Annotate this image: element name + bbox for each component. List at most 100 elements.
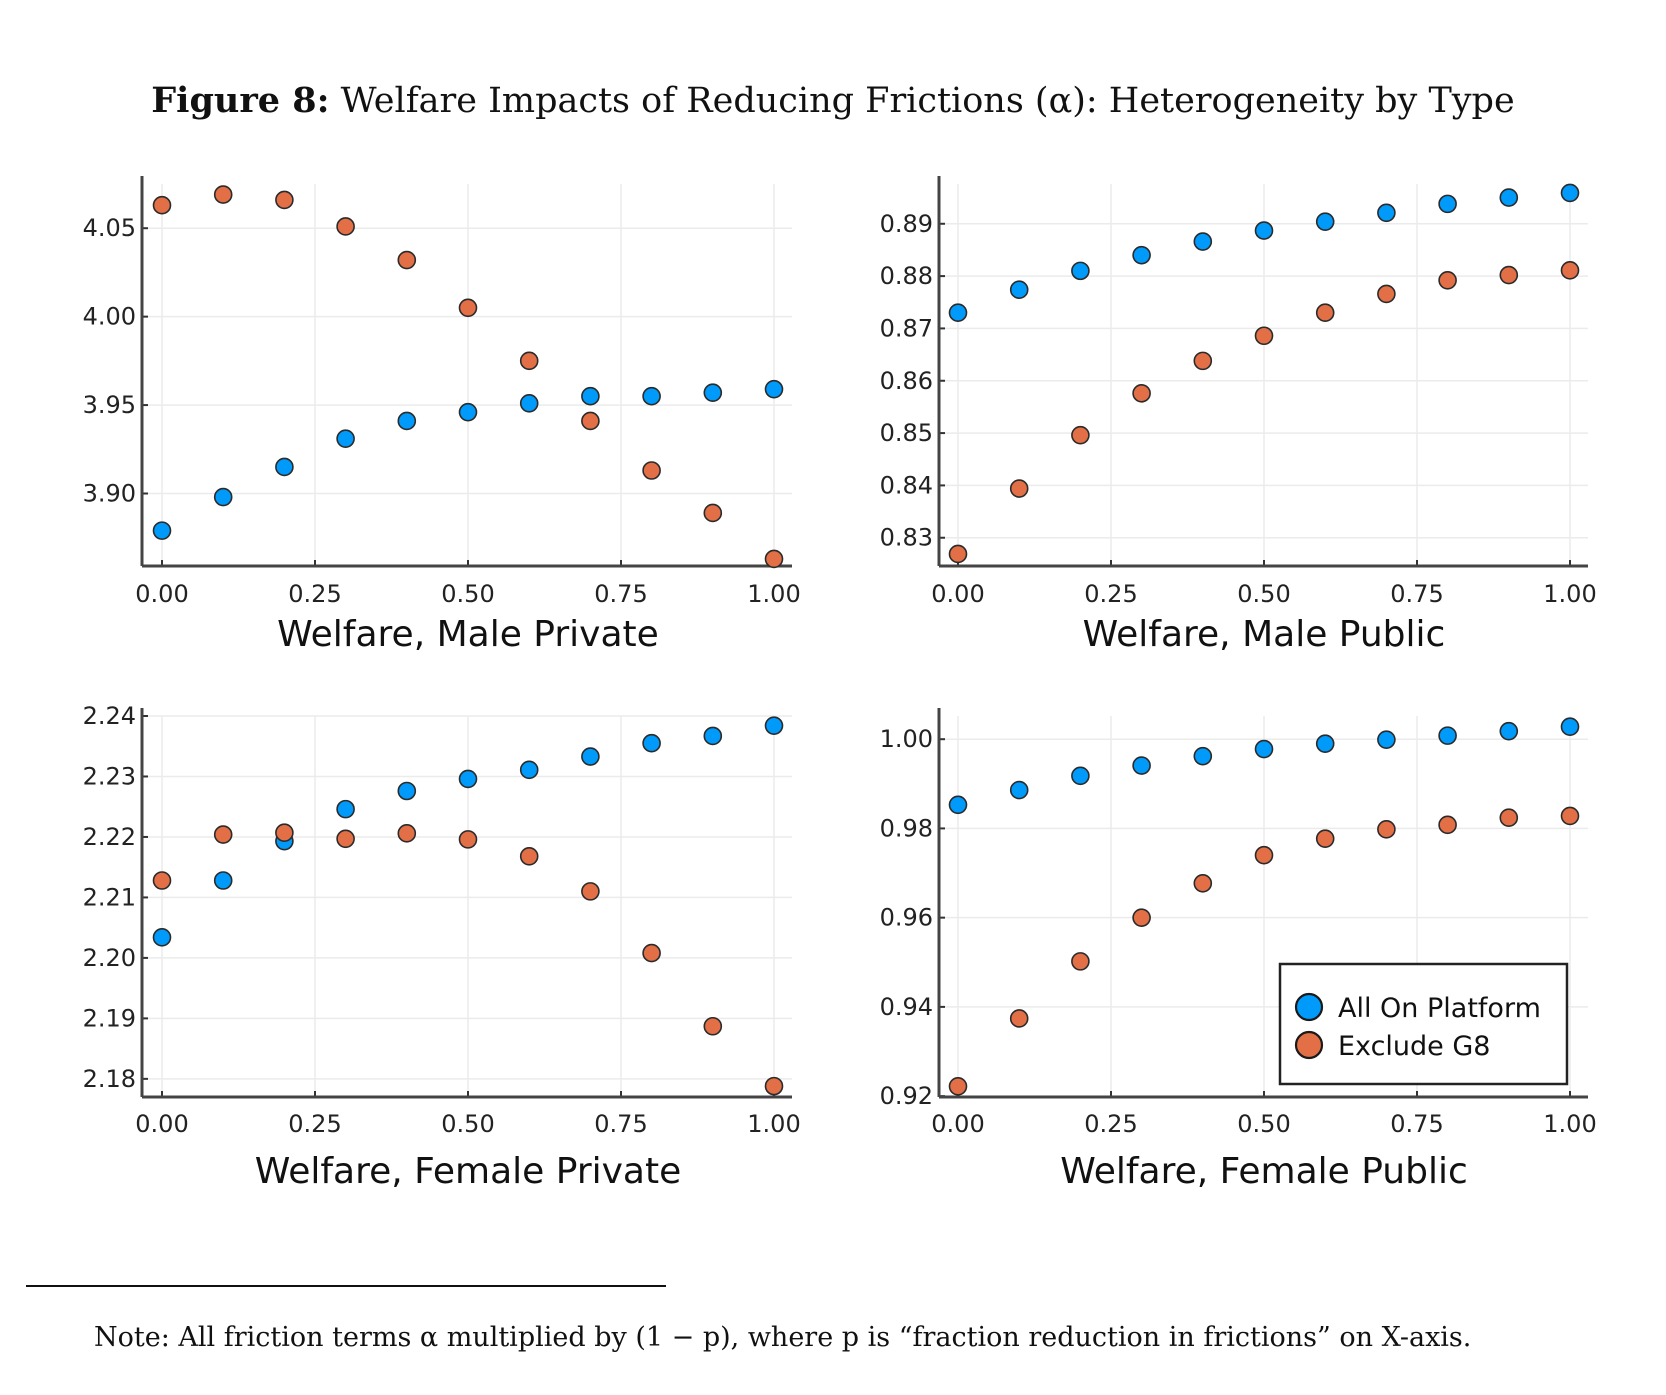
data-point-all-on-platform xyxy=(275,457,294,477)
figure-title-text: Welfare Impacts of Reducing Frictions (α… xyxy=(340,81,1515,121)
data-point-exclude-g8 xyxy=(764,549,784,569)
data-point-all-on-platform xyxy=(1438,726,1457,745)
y-tick-label: 0.88 xyxy=(880,262,933,290)
y-tick-label: 2.22 xyxy=(83,823,136,851)
data-point-exclude-g8 xyxy=(1499,265,1519,285)
y-tick-label: 0.84 xyxy=(880,471,933,499)
data-point-exclude-g8 xyxy=(581,411,600,431)
figure-note: Note: All friction terms α multiplied by… xyxy=(94,1322,1472,1353)
data-point-all-on-platform xyxy=(213,487,233,507)
panel-3: 2.18 2.19 2.20 2.21 2.22 2.23 2.24 0.00 0.25 0.50… xyxy=(83,702,801,1192)
data-point-exclude-g8 xyxy=(1071,425,1090,445)
data-point-all-on-platform xyxy=(519,393,539,413)
data-point-all-on-platform xyxy=(1193,746,1213,766)
series-exclude-g8 xyxy=(152,185,784,569)
data-point-exclude-g8 xyxy=(1254,845,1274,865)
y-tick-label: 0.98 xyxy=(880,814,933,842)
x-tick-label: 0.75 xyxy=(1390,580,1443,608)
x-tick-label: 0.00 xyxy=(931,1110,984,1138)
y-tick-label: 4.00 xyxy=(83,303,136,331)
footnote-rule xyxy=(26,1285,666,1287)
data-point-exclude-g8 xyxy=(1132,384,1151,403)
data-point-exclude-g8 xyxy=(397,824,417,843)
x-tick-label: 0.75 xyxy=(594,580,647,608)
data-point-all-on-platform xyxy=(458,402,478,422)
data-point-all-on-platform xyxy=(1071,766,1090,786)
y-tick-label: 0.85 xyxy=(880,419,933,447)
data-point-all-on-platform xyxy=(581,386,600,406)
data-point-exclude-g8 xyxy=(519,847,539,866)
y-tick-label: 0.94 xyxy=(880,993,933,1021)
data-point-all-on-platform xyxy=(397,781,417,801)
data-point-exclude-g8 xyxy=(1071,952,1090,971)
data-point-exclude-g8 xyxy=(1009,1009,1029,1028)
data-point-all-on-platform xyxy=(1560,183,1580,203)
data-point-exclude-g8 xyxy=(1438,270,1457,290)
data-point-exclude-g8 xyxy=(1315,303,1335,323)
series-all-on-platform xyxy=(152,379,784,540)
x-tick-label: 1.00 xyxy=(747,580,800,608)
y-tick-label: 0.87 xyxy=(880,314,933,342)
data-point-all-on-platform xyxy=(1438,194,1457,214)
data-point-all-on-platform xyxy=(764,379,784,399)
data-point-all-on-platform xyxy=(1009,780,1029,800)
data-point-exclude-g8 xyxy=(1377,820,1396,839)
data-point-exclude-g8 xyxy=(1254,326,1274,346)
x-tick-label: 0.00 xyxy=(135,580,188,608)
data-point-all-on-platform xyxy=(1315,734,1335,753)
data-point-all-on-platform xyxy=(703,383,723,402)
x-tick-label: 0.50 xyxy=(441,1110,494,1138)
data-point-exclude-g8 xyxy=(213,185,233,204)
legend-label-exclude-g8: Exclude G8 xyxy=(1338,1031,1490,1062)
data-point-exclude-g8 xyxy=(1438,815,1457,835)
data-point-all-on-platform xyxy=(703,726,723,746)
data-point-exclude-g8 xyxy=(1132,908,1151,927)
series-all-on-platform xyxy=(948,717,1580,815)
data-point-exclude-g8 xyxy=(152,195,172,215)
data-point-exclude-g8 xyxy=(336,829,355,849)
data-point-all-on-platform xyxy=(1560,717,1580,737)
data-point-all-on-platform xyxy=(1315,212,1335,231)
data-point-all-on-platform xyxy=(764,716,784,735)
panel-4: 0.92 0.94 0.96 0.98 1.00 0.00 0.25 0.50 0.75 1.00… xyxy=(880,708,1597,1192)
figure-title: Figure 8: Welfare Impacts of Reducing Fr… xyxy=(0,80,1666,121)
data-point-all-on-platform xyxy=(1377,203,1396,223)
data-point-exclude-g8 xyxy=(1009,479,1029,498)
data-point-exclude-g8 xyxy=(1560,261,1580,280)
y-tick-label: 0.83 xyxy=(880,524,933,552)
legend-marker-all-on-platform xyxy=(1294,992,1324,1022)
data-point-exclude-g8 xyxy=(642,461,661,480)
y-tick-label: 2.19 xyxy=(83,1004,136,1032)
x-axis-label: Welfare, Male Public xyxy=(1083,614,1446,655)
y-tick-label: 2.24 xyxy=(83,702,136,730)
data-point-all-on-platform xyxy=(1009,280,1029,300)
data-point-exclude-g8 xyxy=(948,1076,968,1096)
data-point-exclude-g8 xyxy=(458,830,478,849)
data-point-all-on-platform xyxy=(458,769,478,789)
data-point-exclude-g8 xyxy=(275,823,294,843)
x-tick-label: 0.75 xyxy=(1390,1110,1443,1138)
data-point-exclude-g8 xyxy=(519,351,539,371)
data-point-all-on-platform xyxy=(1132,756,1151,775)
data-point-exclude-g8 xyxy=(703,1016,723,1036)
x-tick-label: 0.50 xyxy=(1237,580,1290,608)
data-point-all-on-platform xyxy=(152,928,172,947)
data-point-all-on-platform xyxy=(213,871,233,890)
y-tick-label: 2.18 xyxy=(83,1065,136,1093)
x-tick-label: 1.00 xyxy=(1543,580,1596,608)
series-all-on-platform xyxy=(948,183,1580,323)
data-point-all-on-platform xyxy=(397,411,417,431)
data-point-exclude-g8 xyxy=(581,882,600,901)
x-tick-label: 0.00 xyxy=(931,580,984,608)
data-point-all-on-platform xyxy=(1254,739,1274,759)
data-point-all-on-platform xyxy=(642,386,661,406)
data-point-all-on-platform xyxy=(1132,245,1151,265)
legend-label-all-on-platform: All On Platform xyxy=(1338,993,1541,1024)
data-point-exclude-g8 xyxy=(1560,806,1580,826)
x-tick-label: 1.00 xyxy=(747,1110,800,1138)
data-point-all-on-platform xyxy=(336,429,355,448)
legend-marker-exclude-g8 xyxy=(1294,1030,1324,1060)
data-point-exclude-g8 xyxy=(275,190,294,210)
data-point-all-on-platform xyxy=(642,733,661,753)
